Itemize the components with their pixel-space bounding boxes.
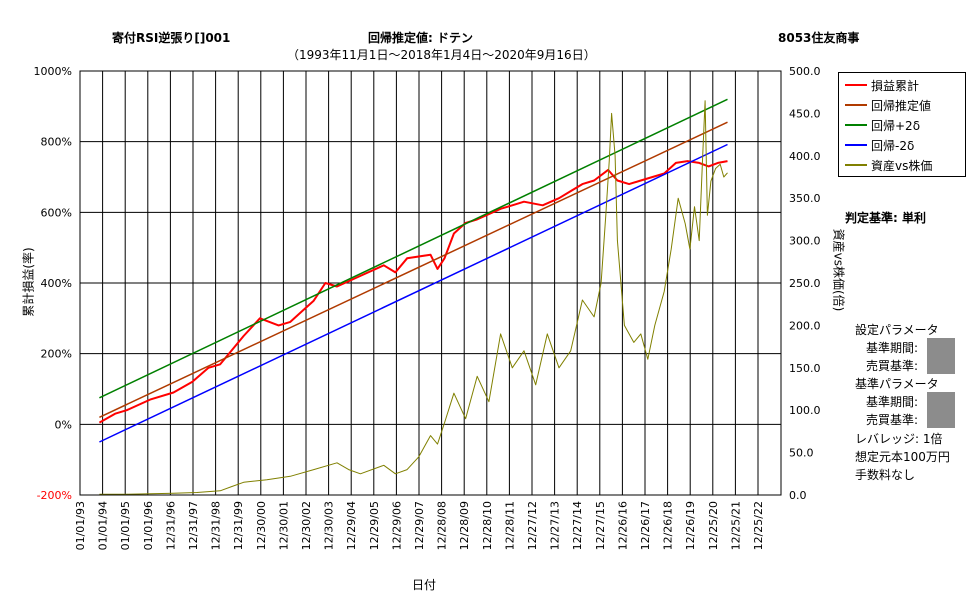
- x-tick-label: 12/27/14: [571, 501, 584, 550]
- y-right-tick-label: 0.0: [789, 489, 807, 502]
- y-left-tick-label: 200%: [41, 348, 72, 361]
- series-line-回帰+2δ: [99, 98, 728, 399]
- plot-frame: [79, 70, 782, 496]
- leverage-label: レバレッジ: 1倍: [855, 432, 943, 446]
- redacted-block-2: [927, 392, 955, 428]
- series-line-回帰-2δ: [99, 143, 728, 443]
- y-right-tick-label: 50.0: [789, 447, 814, 460]
- y-right-tick-label: 450.0: [789, 107, 821, 120]
- strategy-title: 寄付RSI逆張り[]001: [112, 31, 231, 45]
- legend-item-asset-vs-price: 資産vs株価: [845, 157, 932, 173]
- legend: 損益累計 回帰推定値 回帰+2δ 回帰-2δ 資産vs株価: [838, 72, 966, 177]
- y-left-tick-label: 400%: [41, 277, 72, 290]
- trade-criterion-2: 売買基準:: [866, 413, 919, 427]
- y-right-tick-label: 400.0: [789, 150, 821, 163]
- y-right-tick-label: 150.0: [789, 362, 821, 375]
- x-tick-label: 12/31/96: [164, 501, 177, 550]
- x-tick-label: 01/01/93: [74, 501, 87, 550]
- x-tick-label: 01/01/94: [97, 501, 110, 550]
- x-tick-label: 12/30/01: [277, 501, 290, 550]
- x-tick-label: 12/31/99: [232, 501, 245, 550]
- x-tick-label: 12/29/05: [368, 501, 381, 550]
- series-line-回帰推定値: [99, 121, 728, 418]
- trade-criterion-1: 売買基準:: [866, 359, 919, 373]
- series-line-損益累計: [98, 160, 728, 424]
- x-tick-label: 12/30/03: [323, 501, 336, 550]
- x-tick-label: 12/28/10: [481, 501, 494, 550]
- capital-label: 想定元本100万円: [855, 450, 950, 464]
- x-tick-label: 12/26/18: [662, 501, 675, 550]
- stock-title: 8053住友商事: [778, 31, 860, 45]
- fee-label: 手数料なし: [855, 468, 916, 482]
- x-tick-label: 12/29/06: [390, 501, 403, 550]
- y-left-tick-label: 800%: [41, 136, 72, 149]
- x-tick-label: 12/27/15: [594, 501, 607, 550]
- base-period-2: 基準期間:: [866, 395, 919, 409]
- tick-labels: 1000% 800% 600% 400% 200% 0% -200% 500.0 450.0 40…: [34, 65, 821, 550]
- y-left-tick-label: 0%: [55, 418, 72, 431]
- y-right-axis-label: 資産vs株価(倍): [831, 228, 846, 312]
- grid: [79, 70, 781, 496]
- x-tick-label: 12/27/13: [549, 501, 562, 550]
- x-tick-label: 12/29/07: [413, 501, 426, 550]
- legend-item-lower-band: 回帰-2δ: [845, 137, 914, 153]
- y-left-tick-label: -200%: [37, 489, 72, 502]
- x-tick-label: 12/26/17: [639, 501, 652, 550]
- x-tick-label: 12/31/97: [187, 501, 200, 550]
- redacted-block-1: [927, 338, 955, 374]
- base-period-1: 基準期間:: [866, 341, 919, 355]
- x-tick-label: 12/26/16: [616, 501, 629, 550]
- method-title: 回帰推定値: ドテン: [368, 31, 473, 45]
- y-right-tick-label: 250.0: [789, 277, 821, 290]
- x-tick-label: 12/26/19: [684, 501, 697, 550]
- y-left-tick-label: 1000%: [34, 65, 72, 78]
- x-tick-label: 12/27/12: [526, 501, 539, 550]
- setting-params-label: 設定パラメータ: [855, 323, 939, 337]
- x-tick-label: 12/31/98: [210, 501, 223, 550]
- period-subtitle: （1993年11月1日～2018年1月4日～2020年9月16日）: [287, 48, 596, 62]
- y-left-axis-label: 累計損益(率): [21, 247, 36, 317]
- x-tick-label: 12/28/08: [436, 501, 449, 550]
- x-tick-label: 12/28/11: [503, 501, 516, 550]
- y-right-tick-label: 500.0: [789, 65, 821, 78]
- legend-item-pnl: 損益累計: [845, 77, 919, 93]
- x-tick-label: 12/30/00: [255, 501, 268, 550]
- y-right-tick-label: 200.0: [789, 319, 821, 332]
- y-right-tick-label: 350.0: [789, 192, 821, 205]
- legend-item-regression: 回帰推定値: [845, 97, 931, 113]
- criterion-label: 判定基準: 単利: [845, 211, 926, 225]
- series-layer: [98, 98, 728, 495]
- y-left-tick-label: 600%: [41, 206, 72, 219]
- y-right-tick-label: 300.0: [789, 235, 821, 248]
- x-tick-label: 12/30/02: [300, 501, 313, 550]
- x-tick-label: 01/01/96: [142, 501, 155, 550]
- x-tick-label: 12/25/21: [729, 501, 742, 550]
- series-line-資産vs株価: [99, 100, 728, 495]
- x-tick-label: 12/25/22: [752, 501, 765, 550]
- legend-item-upper-band: 回帰+2δ: [845, 117, 920, 133]
- y-right-tick-label: 100.0: [789, 404, 821, 417]
- x-tick-label: 12/25/20: [707, 501, 720, 550]
- base-params-label: 基準パラメータ: [855, 377, 939, 391]
- x-tick-label: 12/29/04: [345, 501, 358, 550]
- x-axis-label: 日付: [412, 578, 437, 592]
- x-tick-label: 12/28/09: [458, 501, 471, 550]
- x-tick-label: 01/01/95: [119, 501, 132, 550]
